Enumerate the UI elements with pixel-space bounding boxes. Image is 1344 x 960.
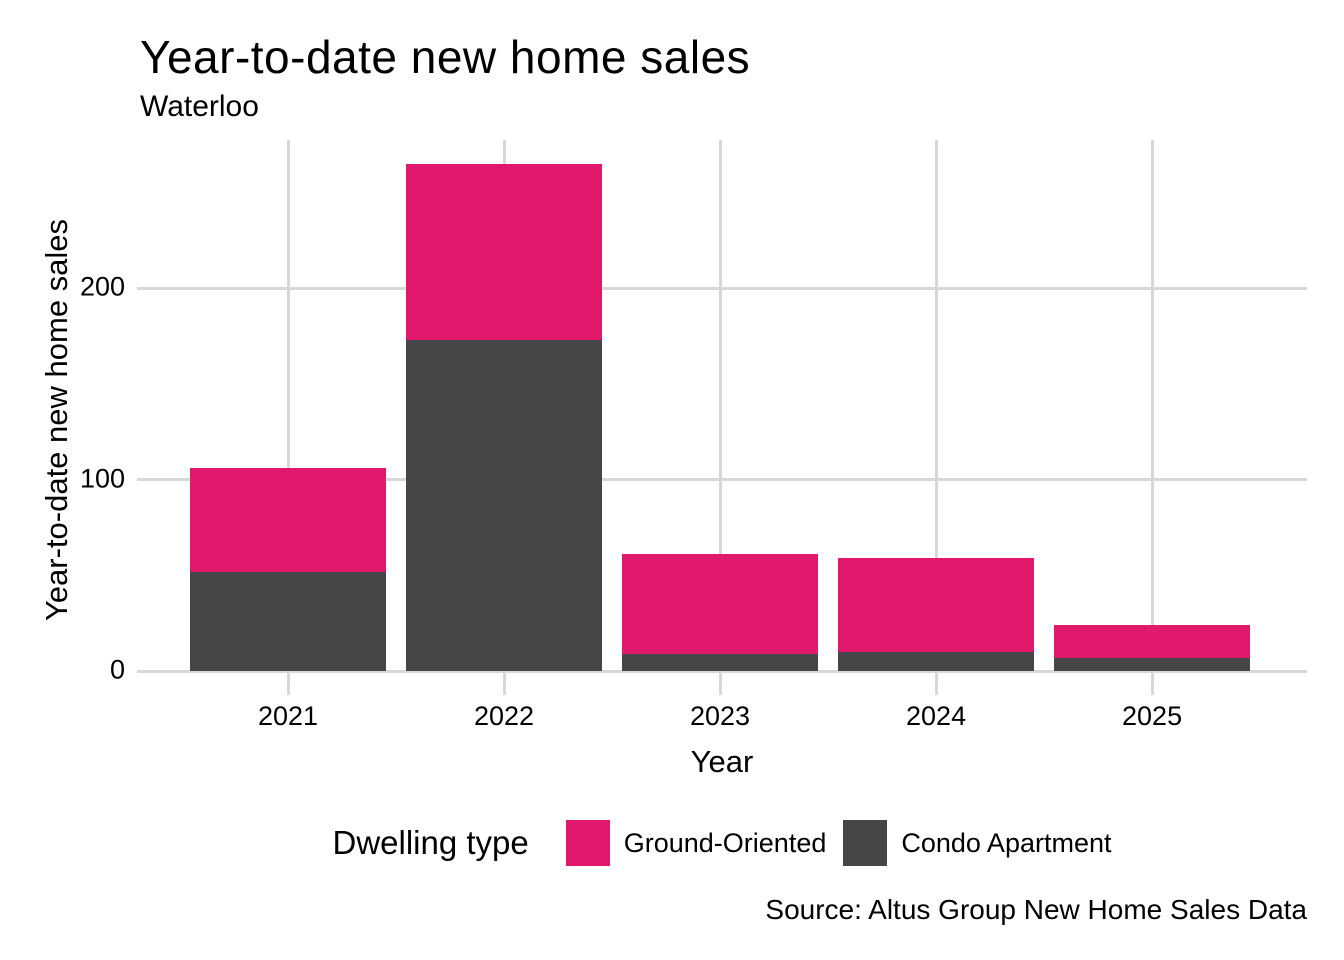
x-tick-label-2024: 2024 bbox=[906, 701, 967, 731]
legend-title: Dwelling type bbox=[332, 824, 529, 861]
plot-panel bbox=[137, 140, 1307, 695]
bar-2021-condo-apartment bbox=[190, 571, 387, 671]
legend: Dwelling type Ground-Oriented Condo Apart… bbox=[137, 812, 1307, 874]
gridline-y-0 bbox=[137, 669, 1307, 673]
bar-2022-ground-oriented bbox=[406, 163, 603, 340]
chart-subtitle: Waterloo bbox=[140, 90, 259, 123]
x-tick-label-2022: 2022 bbox=[474, 701, 535, 731]
legend-item-ground-oriented: Ground-Oriented bbox=[565, 820, 827, 866]
chart-title: Year-to-date new home sales bbox=[140, 31, 751, 83]
gridline-y-100 bbox=[137, 478, 1307, 482]
bar-2024-ground-oriented bbox=[838, 558, 1035, 652]
legend-swatch bbox=[565, 820, 610, 866]
x-axis-tick bbox=[1150, 671, 1154, 695]
legend-item-condo-apartment: Condo Apartment bbox=[843, 820, 1112, 866]
y-tick-label-200: 200 bbox=[79, 271, 125, 302]
bar-2024-condo-apartment bbox=[838, 651, 1035, 671]
legend-label: Condo Apartment bbox=[901, 827, 1112, 858]
source-note: Source: Altus Group New Home Sales Data bbox=[765, 894, 1307, 925]
y-tick-label-0: 0 bbox=[109, 654, 125, 685]
gridline-x-2021 bbox=[286, 140, 290, 671]
bar-2022-condo-apartment bbox=[406, 339, 603, 671]
bar-2025-ground-oriented bbox=[1054, 625, 1251, 658]
x-axis-tick bbox=[502, 671, 506, 695]
x-tick-label-2021: 2021 bbox=[258, 701, 319, 731]
bar-2025-condo-apartment bbox=[1054, 657, 1251, 671]
bar-2023-ground-oriented bbox=[622, 554, 819, 654]
gridline-x-2023 bbox=[718, 140, 722, 671]
y-tick-label-100: 100 bbox=[79, 462, 125, 493]
x-axis-tick bbox=[718, 671, 722, 695]
legend-label: Ground-Oriented bbox=[623, 827, 827, 858]
bar-2021-ground-oriented bbox=[190, 468, 387, 572]
bar-2023-condo-apartment bbox=[622, 653, 819, 671]
x-axis-title: Year bbox=[690, 744, 754, 779]
gridline-x-2025 bbox=[1150, 140, 1154, 671]
x-axis-tick bbox=[286, 671, 290, 695]
gridline-x-2024 bbox=[934, 140, 938, 671]
x-tick-label-2025: 2025 bbox=[1122, 701, 1183, 731]
legend-items: Ground-Oriented Condo Apartment bbox=[549, 820, 1112, 866]
legend-swatch bbox=[843, 820, 888, 866]
gridline-y-200 bbox=[137, 286, 1307, 290]
x-axis-tick bbox=[934, 671, 938, 695]
x-tick-label-2023: 2023 bbox=[690, 701, 751, 731]
